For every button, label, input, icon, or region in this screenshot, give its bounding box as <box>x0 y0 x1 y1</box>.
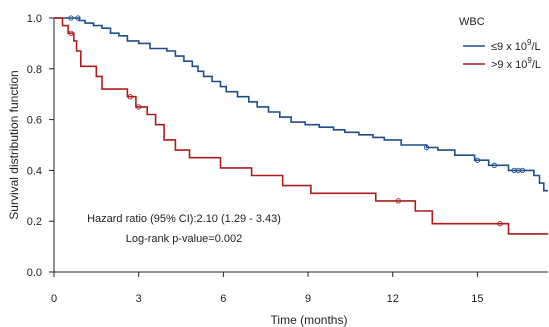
censor-mark-low-wbc <box>491 162 498 168</box>
x-tick-label: 0 <box>51 293 57 305</box>
x-axis-title: Time (months) <box>271 313 348 327</box>
censor-mark-low-wbc <box>519 167 526 174</box>
censor-mark-high-wbc <box>136 104 142 110</box>
y-ticks: 0.0 0.2 0.4 0.6 0.8 1.0 <box>27 13 54 279</box>
y-tick-label: 0.0 <box>27 267 42 279</box>
censor-mark-low-wbc <box>474 157 481 163</box>
log-rank-annotation: Log-rank p-value=0.002 <box>126 233 243 245</box>
censor-mark-high-wbc <box>497 221 503 227</box>
hazard-ratio-annotation: Hazard ratio (95% CI):2.10 (1.29 - 3.43) <box>87 213 281 225</box>
y-axis-title: Survival distribution function <box>7 70 21 219</box>
survival-curve-low-wbc <box>54 17 548 192</box>
censor-mark-low-wbc <box>75 15 81 21</box>
y-tick-label: 0.8 <box>27 64 42 76</box>
y-tick-label: 1.0 <box>27 13 42 25</box>
series-layer <box>54 15 548 235</box>
censor-mark-low-wbc <box>423 144 430 151</box>
x-tick-label: 9 <box>305 293 311 305</box>
legend-title: WBC <box>459 16 485 28</box>
legend-label-low-wbc: ≤9 x 109/L <box>491 38 541 53</box>
censor-mark-high-wbc <box>68 30 74 36</box>
x-tick-label: 3 <box>136 293 142 305</box>
x-tick-label: 6 <box>220 293 226 305</box>
legend-label-high-wbc: >9 x 109/L <box>491 56 541 71</box>
x-tick-label: 15 <box>471 293 483 305</box>
y-tick-label: 0.6 <box>27 115 42 127</box>
legend: WBC ≤9 x 109/L >9 x 109/L <box>459 16 541 71</box>
x-tick-label: 12 <box>387 293 399 305</box>
x-ticks: 0 3 6 9 12 15 <box>51 272 484 305</box>
y-tick-label: 0.4 <box>27 165 42 177</box>
censor-mark-low-wbc <box>68 15 74 21</box>
survival-curve-high-wbc <box>54 17 548 235</box>
censor-mark-high-wbc <box>395 198 402 204</box>
y-tick-label: 0.2 <box>27 216 42 228</box>
censor-mark-high-wbc <box>127 94 133 100</box>
